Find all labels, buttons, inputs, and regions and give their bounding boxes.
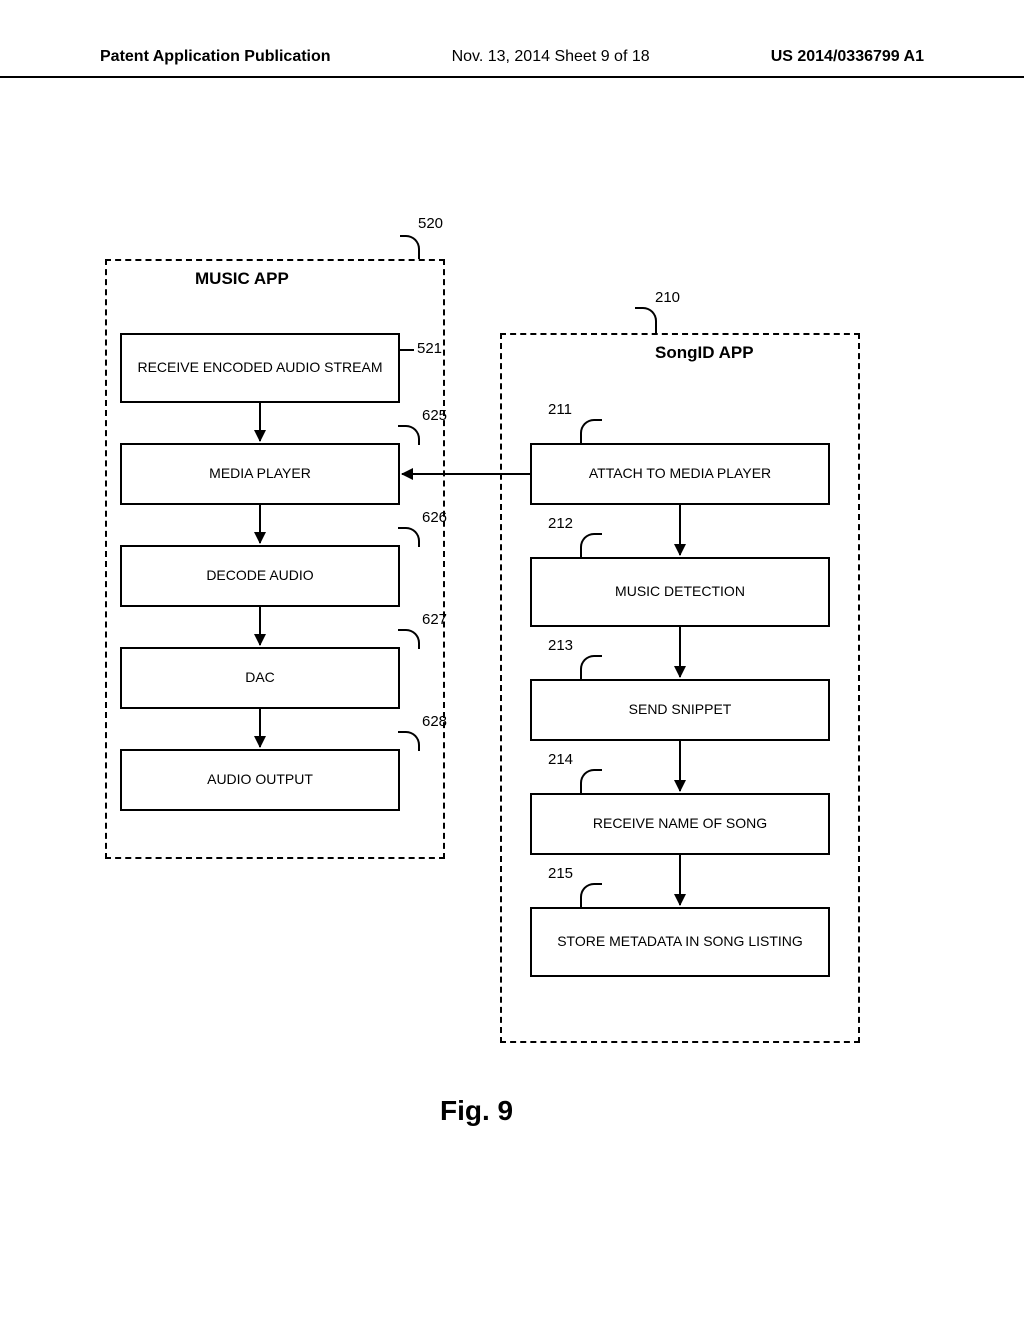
- node-628: AUDIO OUTPUT: [120, 749, 400, 811]
- leader-211: [580, 419, 602, 443]
- tick-521: [400, 349, 414, 351]
- ref-212: 212: [548, 515, 573, 532]
- node-521-label: RECEIVE ENCODED AUDIO STREAM: [137, 359, 382, 377]
- arrow-211-to-625: [402, 473, 530, 475]
- leader-210: [635, 307, 657, 333]
- ref-210: 210: [655, 289, 680, 306]
- node-627-label: DAC: [245, 669, 275, 687]
- figure-caption: Fig. 9: [440, 1095, 513, 1127]
- header-right: US 2014/0336799 A1: [771, 48, 924, 66]
- node-215-label: STORE METADATA IN SONG LISTING: [557, 933, 803, 951]
- ref-628: 628: [422, 713, 447, 730]
- songid-app-title: SongID APP: [655, 343, 754, 363]
- node-625: MEDIA PLAYER: [120, 443, 400, 505]
- ref-213: 213: [548, 637, 573, 654]
- leader-214: [580, 769, 602, 793]
- node-625-label: MEDIA PLAYER: [209, 465, 311, 483]
- arrow-211-212: [679, 505, 681, 555]
- arrow-214-215: [679, 855, 681, 905]
- ref-211: 211: [548, 401, 572, 418]
- leader-520: [400, 235, 420, 259]
- ref-627: 627: [422, 611, 447, 628]
- node-211: ATTACH TO MEDIA PLAYER: [530, 443, 830, 505]
- header-left: Patent Application Publication: [100, 48, 331, 66]
- leader-215: [580, 883, 602, 907]
- node-626: DECODE AUDIO: [120, 545, 400, 607]
- arrow-213-214: [679, 741, 681, 791]
- leader-213: [580, 655, 602, 679]
- node-211-label: ATTACH TO MEDIA PLAYER: [589, 465, 771, 483]
- arrow-627-628: [259, 709, 261, 747]
- ref-214: 214: [548, 751, 573, 768]
- node-214: RECEIVE NAME OF SONG: [530, 793, 830, 855]
- arrow-521-625: [259, 403, 261, 441]
- arrow-626-627: [259, 607, 261, 645]
- ref-520: 520: [418, 215, 443, 232]
- figure-canvas: MUSIC APP 520 RECEIVE ENCODED AUDIO STRE…: [0, 85, 1024, 1285]
- node-214-label: RECEIVE NAME OF SONG: [593, 815, 767, 833]
- node-213-label: SEND SNIPPET: [629, 701, 732, 719]
- node-215: STORE METADATA IN SONG LISTING: [530, 907, 830, 977]
- node-626-label: DECODE AUDIO: [206, 567, 313, 585]
- arrow-212-213: [679, 627, 681, 677]
- leader-212: [580, 533, 602, 557]
- node-628-label: AUDIO OUTPUT: [207, 771, 313, 789]
- node-213: SEND SNIPPET: [530, 679, 830, 741]
- ref-626: 626: [422, 509, 447, 526]
- node-212-label: MUSIC DETECTION: [615, 583, 745, 601]
- header-middle: Nov. 13, 2014 Sheet 9 of 18: [331, 48, 771, 66]
- ref-521: 521: [417, 340, 442, 357]
- node-521: RECEIVE ENCODED AUDIO STREAM: [120, 333, 400, 403]
- arrow-625-626: [259, 505, 261, 543]
- node-627: DAC: [120, 647, 400, 709]
- ref-625: 625: [422, 407, 447, 424]
- music-app-title: MUSIC APP: [195, 269, 289, 289]
- ref-215: 215: [548, 865, 573, 882]
- node-212: MUSIC DETECTION: [530, 557, 830, 627]
- page-header: Patent Application Publication Nov. 13, …: [0, 48, 1024, 78]
